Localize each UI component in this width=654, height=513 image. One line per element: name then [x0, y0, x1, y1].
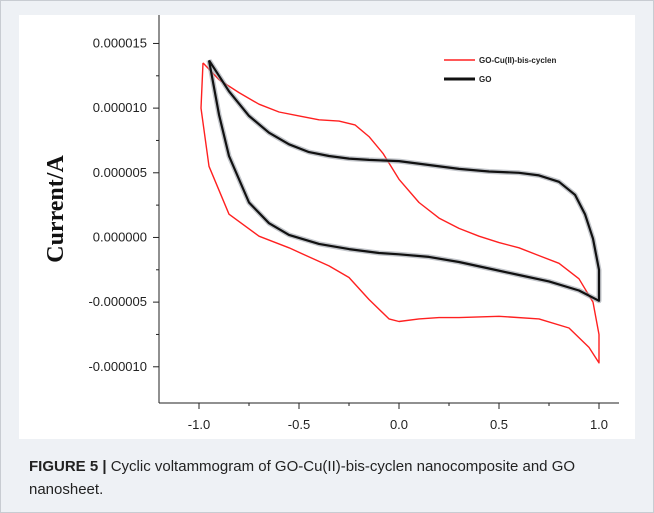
y-tick-label: 0.000000 [93, 229, 147, 244]
y-tick-label: -0.000010 [88, 359, 147, 374]
y-tick-label: 0.000005 [93, 165, 147, 180]
y-tick-label: -0.000005 [88, 294, 147, 309]
series-line-go [207, 59, 601, 302]
figure-caption-label: FIGURE 5 | [29, 458, 107, 475]
plot-area: 0.000015 0.000010 0.000005 0.000000 -0.00000… [19, 15, 635, 439]
x-tick-label: 0.0 [390, 417, 408, 432]
figure-caption: FIGURE 5 | Cyclic voltammogram of GO-Cu(… [29, 455, 629, 501]
x-tick-label: 1.0 [590, 417, 608, 432]
cyclic-voltammogram-chart: 0.000015 0.000010 0.000005 0.000000 -0.00000… [43, 15, 619, 432]
legend-label: GO [479, 75, 491, 84]
legend-label: GO-Cu(II)-bis-cyclen [479, 56, 556, 65]
y-tick-label: 0.000010 [93, 100, 147, 115]
x-tick-label: -0.5 [288, 417, 310, 432]
x-tick-label: -1.0 [188, 417, 210, 432]
figure-caption-text: Cyclic voltammogram of GO-Cu(II)-bis-cyc… [29, 458, 576, 498]
series-line-go-cu-bis-cyclen [200, 62, 600, 364]
y-tick-label: 0.000015 [93, 35, 147, 50]
x-tick-label: 0.5 [490, 417, 508, 432]
y-axis-title: Current/A [43, 155, 69, 263]
series-go-halo [206, 58, 602, 304]
